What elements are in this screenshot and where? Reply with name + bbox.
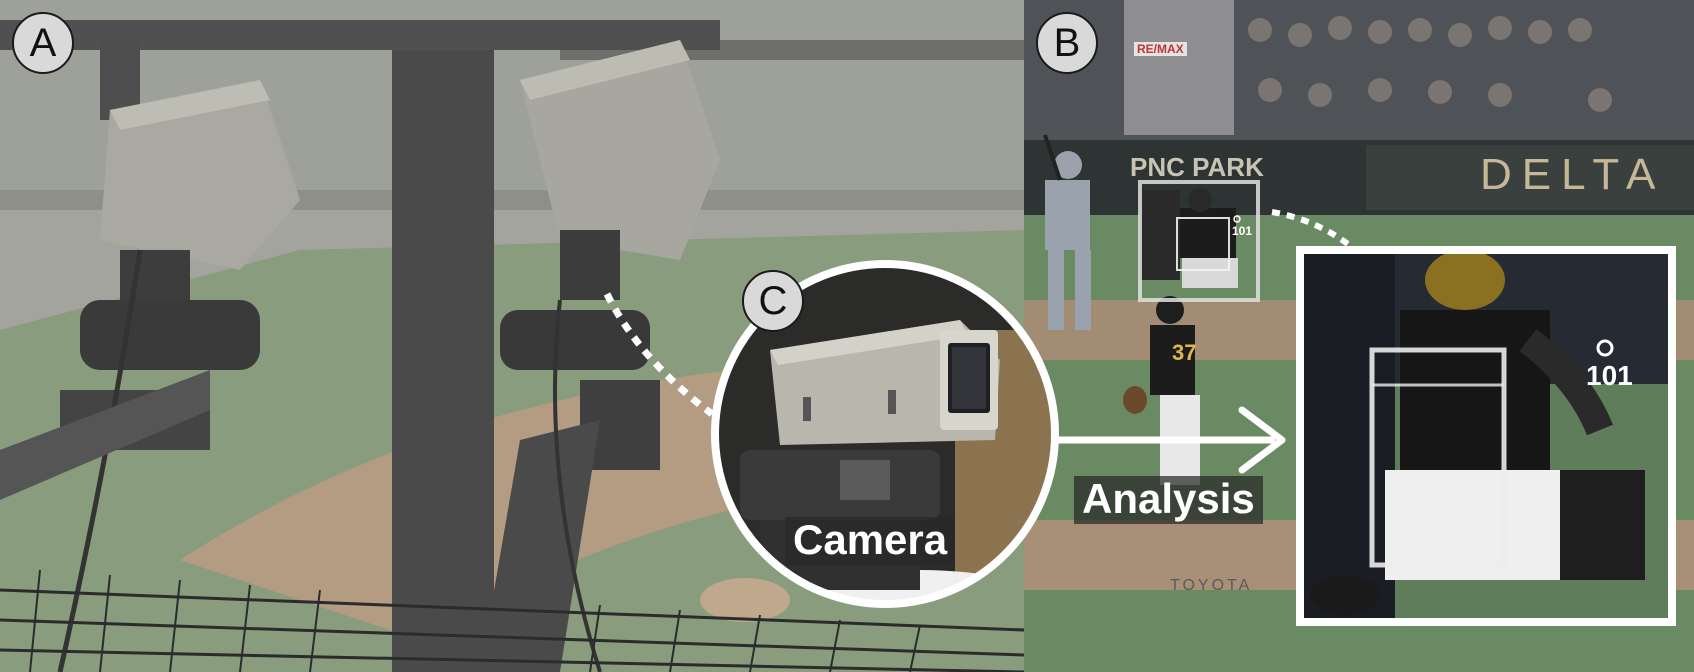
sponsor-sign: DELTA xyxy=(1480,150,1666,199)
jersey-number: 37 xyxy=(1172,340,1197,365)
pole xyxy=(392,40,494,672)
batter xyxy=(1043,134,1091,330)
zoom-connector xyxy=(1271,209,1360,255)
field-sign: TOYOTA xyxy=(1170,577,1253,594)
ballpark-sign: PNC PARK xyxy=(1130,152,1264,182)
zoom-inset xyxy=(1296,246,1676,626)
analysis-arrow xyxy=(1058,406,1286,474)
tracking-id: 101 xyxy=(1232,224,1253,238)
panel-label-a: A xyxy=(12,12,74,74)
zoom-frame xyxy=(1296,246,1676,626)
panel-label-b: B xyxy=(1036,12,1098,74)
right-camera-housing xyxy=(480,40,720,672)
closeup-frame xyxy=(711,260,1059,608)
analysis-caption: Analysis xyxy=(1074,476,1263,524)
tracking-id-zoom: 101 xyxy=(1586,360,1633,391)
remax-sign: RE/MAX xyxy=(1134,42,1187,56)
camera-connector xyxy=(603,292,715,417)
panel-label-c: C xyxy=(742,270,804,332)
detection-box xyxy=(1138,180,1260,302)
camera-caption: Camera xyxy=(785,517,956,565)
